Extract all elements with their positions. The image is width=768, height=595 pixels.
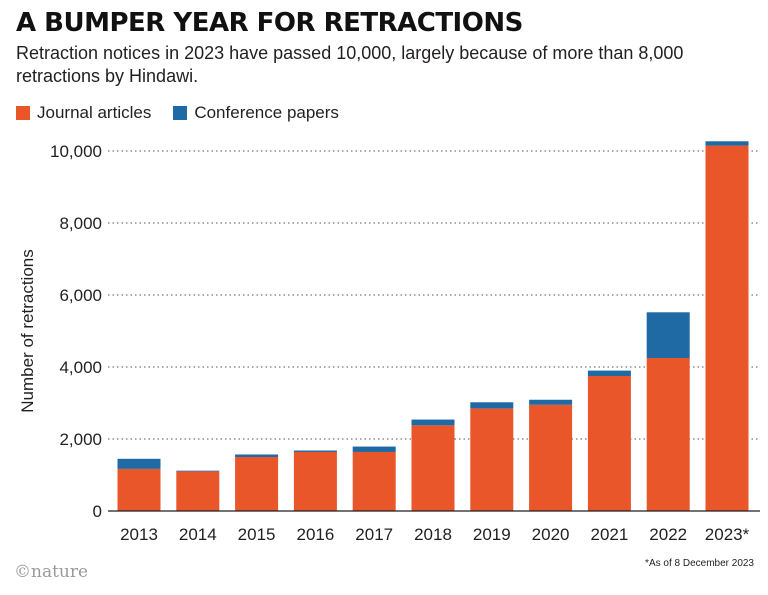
y-tick-label: 0 [93,502,102,521]
bar-journal-articles [176,471,220,511]
x-tick-label: 2019 [473,525,511,544]
bar-conference-papers [470,402,514,409]
x-tick-label: 2023* [705,525,750,544]
bars [117,141,749,511]
y-tick-label: 10,000 [50,142,102,161]
legend-item-conference-papers: Conference papers [173,103,339,123]
bar-journal-articles [529,404,573,511]
legend-item-journal-articles: Journal articles [16,103,151,123]
chart-title: A BUMPER YEAR FOR RETRACTIONS [16,8,523,38]
y-tick-label: 2,000 [59,430,102,449]
bar-conference-papers [529,399,573,405]
bar-conference-papers [293,450,337,452]
bar-conference-papers [411,419,455,426]
x-tick-label: 2013 [120,525,158,544]
bar-conference-papers [352,446,396,452]
bar-conference-papers [646,312,690,358]
y-axis-label: Number of retractions [18,249,37,412]
x-tick-label: 2020 [532,525,570,544]
y-tick-label: 8,000 [59,214,102,233]
bar-journal-articles [646,358,690,511]
y-tick-label: 4,000 [59,358,102,377]
x-axis-ticks: 2013 2014 2015 2016 2017 2018 2019 2020 2021 2022… [120,525,750,544]
y-tick-label: 6,000 [59,286,102,305]
bar-journal-articles [470,408,514,511]
x-tick-label: 2022 [649,525,687,544]
nature-logo: ©nature [14,562,89,582]
legend-swatch-conference-papers [173,106,188,120]
x-tick-label: 2015 [238,525,276,544]
x-tick-label: 2021 [590,525,628,544]
x-tick-label: 2016 [296,525,334,544]
x-tick-label: 2014 [179,525,217,544]
bar-journal-articles [293,451,337,511]
legend-label-conference-papers: Conference papers [194,103,339,122]
chart-subtitle: Retraction notices in 2023 have passed 1… [16,43,684,86]
bar-conference-papers [176,470,220,472]
bar-conference-papers [705,141,749,146]
legend-label-journal-articles: Journal articles [37,103,152,122]
y-axis-ticks: 0 2,000 4,000 6,000 8,000 10,000 [50,142,102,521]
gridlines [108,150,760,440]
x-tick-label: 2018 [414,525,452,544]
legend-swatch-journal-articles [16,106,30,120]
bar-conference-papers [117,458,161,469]
bar-journal-articles [235,457,279,511]
bar-journal-articles [411,425,455,511]
bar-journal-articles [705,145,749,511]
bar-conference-papers [235,454,279,457]
footnote: *As of 8 December 2023 [645,558,754,569]
bar-conference-papers [587,370,631,376]
x-tick-label: 2017 [355,525,393,544]
bar-journal-articles [352,451,396,511]
legend: Journal articles Conference papers [16,103,361,123]
bar-journal-articles [117,468,161,511]
bar-journal-articles [587,376,631,511]
